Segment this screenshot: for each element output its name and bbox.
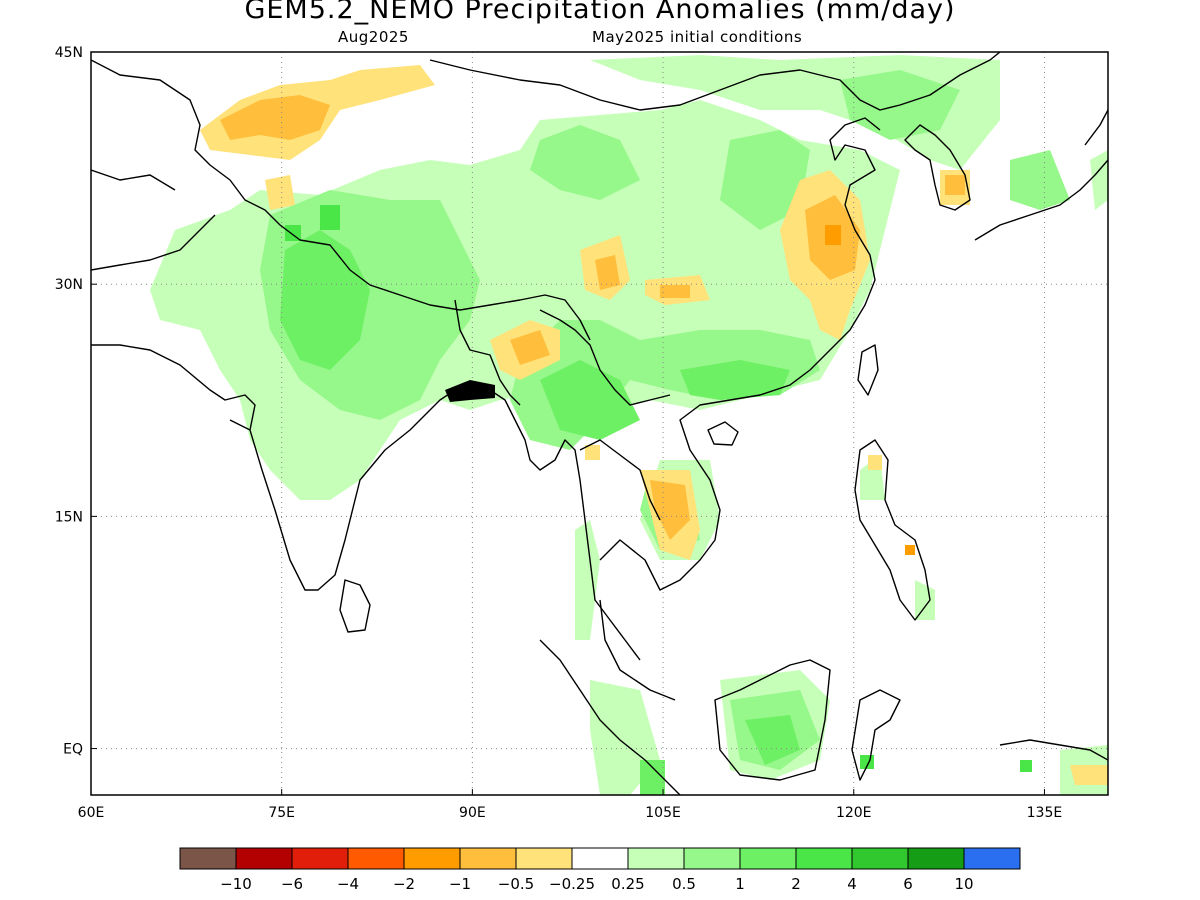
colorbar-swatch: [627, 847, 685, 870]
colorbar-label: −0.5: [498, 875, 534, 893]
map-title: GEM5.2_NEMO Precipitation Anomalies (mm/…: [244, 0, 956, 25]
colorbar-label: 10: [954, 875, 973, 893]
colorbar-swatch: [907, 847, 965, 870]
lat-tick-label: 45N: [55, 45, 83, 61]
colorbar-swatch: [739, 847, 797, 870]
colorbar-label: −4: [337, 875, 359, 893]
colorbar-swatch: [403, 847, 461, 870]
colorbar-swatch: [347, 847, 405, 870]
lat-tick-label: 30N: [55, 277, 83, 293]
lat-tick-label: 15N: [55, 509, 83, 525]
colorbar-label: 1: [735, 875, 745, 893]
colorbar-label: 6: [903, 875, 913, 893]
colorbar-label: −6: [281, 875, 303, 893]
anomaly-green: [280, 230, 800, 795]
lon-tick-label: 105E: [645, 805, 681, 821]
latitude-ticks: 45N 30N 15N EQ: [55, 45, 97, 758]
colorbar-swatch: [963, 847, 1021, 870]
colorbar-swatch: [851, 847, 909, 870]
colorbar-swatch: [179, 847, 237, 870]
lon-tick-label: 60E: [78, 805, 105, 821]
colorbar-label: −0.25: [549, 875, 595, 893]
anomaly-orange: [825, 225, 915, 555]
colorbar-label: 4: [847, 875, 857, 893]
colorbar-label: 0.25: [611, 875, 644, 893]
lon-tick-label: 120E: [836, 805, 872, 821]
colorbar-swatch: [571, 847, 629, 870]
lon-tick-label: 135E: [1027, 805, 1063, 821]
colorbar-swatch: [291, 847, 349, 870]
colorbar-swatch: [235, 847, 293, 870]
colorbar-swatch: [683, 847, 741, 870]
lon-tick-label: 90E: [459, 805, 486, 821]
coastlines: [91, 52, 1108, 795]
colorbar-swatch: [515, 847, 573, 870]
map-frame: [90, 51, 1109, 796]
colorbar-label: −10: [220, 875, 252, 893]
colorbar-label: −2: [393, 875, 415, 893]
lat-tick-label: EQ: [63, 742, 83, 758]
colorbar-label: 2: [791, 875, 801, 893]
colorbar-swatch: [795, 847, 853, 870]
longitude-ticks: 60E 75E 90E 105E 120E 135E: [78, 789, 1063, 821]
colorbar-label: −1: [449, 875, 471, 893]
colorbar: [179, 847, 1021, 870]
anomaly-field: [150, 55, 1108, 795]
initial-conditions-label: May2025 initial conditions: [592, 28, 803, 46]
colorbar-swatch: [459, 847, 517, 870]
colorbar-labels: −10 −6 −4 −2 −1 −0.5 −0.25 0.25 0.5 1 2 4 6 10: [220, 875, 973, 893]
anomaly-bright-green: [285, 205, 1032, 772]
forecast-month-label: Aug2025: [338, 28, 409, 46]
colorbar-label: 0.5: [672, 875, 696, 893]
ganges-delta: [445, 380, 495, 402]
lon-tick-label: 75E: [268, 805, 295, 821]
